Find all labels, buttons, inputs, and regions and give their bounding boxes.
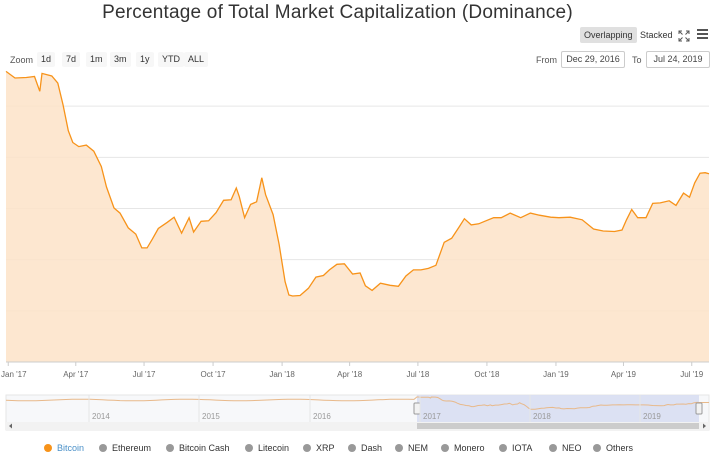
bitcoin-area-fill — [6, 71, 709, 363]
legend-dot-icon — [549, 443, 557, 452]
legend-item-neo[interactable]: NEO — [549, 441, 582, 455]
navigator-year-label: 2017 — [423, 412, 441, 421]
legend-item-nem[interactable]: NEM — [395, 441, 428, 455]
navigator-right-handle[interactable] — [695, 402, 703, 415]
x-tick-label: Jul '19 — [680, 370, 703, 379]
menu-icon-bar — [697, 37, 708, 39]
legend-item-monero[interactable]: Monero — [441, 441, 485, 455]
navigator-year-label: 2016 — [313, 412, 331, 421]
chart-area: Jan '17 Apr '17 Jul '17 Oct '17 Jan '18 Apr '… — [1, 70, 710, 431]
zoom-1d-button[interactable]: 1d — [37, 52, 56, 67]
legend-item-others[interactable]: Others — [593, 441, 633, 455]
zoom-label: Zoom — [10, 55, 34, 65]
x-tick-label: Jan '18 — [269, 370, 295, 379]
scroll-left-arrow-icon[interactable] — [9, 423, 12, 429]
legend-item-litecoin[interactable]: Litecoin — [245, 441, 289, 455]
x-axis-ticks: Jan '17 Apr '17 Jul '17 Oct '17 Jan '18 Apr '… — [1, 362, 704, 379]
to-label: To — [632, 55, 642, 65]
x-tick-label: Jan '17 — [1, 370, 27, 379]
x-tick-label: Jan '19 — [543, 370, 569, 379]
navigator-year-label: 2018 — [533, 412, 551, 421]
legend-label: Dash — [361, 443, 383, 453]
legend-item-iota[interactable]: IOTA — [499, 441, 532, 455]
x-tick-label: Oct '18 — [474, 370, 500, 379]
from-date-input[interactable]: Dec 29, 2016 — [561, 51, 625, 68]
legend-label: NEM — [408, 443, 428, 453]
legend-label: Others — [606, 443, 634, 453]
legend-label: Ethereum — [112, 443, 152, 453]
to-date-input[interactable]: Jul 24, 2019 — [646, 51, 710, 68]
legend-item-ethereum[interactable]: Ethereum — [99, 441, 151, 455]
stacked-button[interactable]: Stacked — [640, 30, 673, 40]
zoom-all-button[interactable]: ALL — [184, 52, 209, 67]
x-tick-label: Apr '19 — [611, 370, 637, 379]
legend-label: Bitcoin — [57, 443, 85, 453]
navigator-scrollbar-thumb[interactable] — [417, 423, 699, 429]
legend-dot-icon — [348, 443, 356, 452]
from-label: From — [536, 55, 557, 65]
legend: Bitcoin Ethereum Bitcoin Cash Litecoin XRP Da… — [0, 441, 717, 455]
navigator-year-labels: 2014 2015 2016 2017 2018 2019 — [88, 395, 661, 422]
legend-item-bitcoin-cash[interactable]: Bitcoin Cash — [166, 441, 230, 455]
legend-label: NEO — [562, 443, 582, 453]
x-tick-label: Jul '18 — [406, 370, 429, 379]
zoom-1y-button[interactable]: 1y — [136, 52, 154, 67]
scroll-right-arrow-icon[interactable] — [703, 423, 706, 429]
x-tick-label: Apr '17 — [63, 370, 89, 379]
legend-dot-icon — [166, 443, 174, 452]
legend-item-dash[interactable]: Dash — [348, 441, 382, 455]
zoom-3m-button[interactable]: 3m — [110, 52, 131, 67]
legend-label: Monero — [454, 443, 485, 453]
legend-label: Litecoin — [258, 443, 290, 453]
navigator-scrollbar-track[interactable] — [6, 422, 709, 430]
bitcoin-series-line — [5, 70, 710, 297]
fullscreen-icon[interactable] — [678, 29, 690, 42]
legend-dot-icon — [245, 443, 253, 452]
legend-dot-icon — [395, 443, 403, 452]
legend-dot-icon — [499, 443, 507, 452]
navigator-series-line — [5, 396, 709, 410]
zoom-ytd-button[interactable]: YTD — [158, 52, 184, 67]
fullscreen-arrows-icon — [678, 30, 690, 42]
zoom-1m-button[interactable]: 1m — [86, 52, 107, 67]
legend-label: IOTA — [512, 443, 533, 453]
legend-dot-icon — [44, 443, 52, 452]
chart-title: Percentage of Total Market Capitalizatio… — [102, 2, 573, 23]
navigator-left-handle[interactable] — [413, 402, 421, 415]
menu-icon-bar — [697, 33, 708, 35]
legend-dot-icon — [441, 443, 449, 452]
legend-item-bitcoin[interactable]: Bitcoin — [44, 441, 84, 455]
legend-dot-icon — [99, 443, 107, 452]
zoom-7d-button[interactable]: 7d — [62, 52, 81, 67]
legend-label: XRP — [316, 443, 335, 453]
legend-item-xrp[interactable]: XRP — [303, 441, 335, 455]
navigator-year-label: 2015 — [202, 412, 220, 421]
legend-label: Bitcoin Cash — [179, 443, 230, 453]
navigator-year-label: 2019 — [643, 412, 661, 421]
overlapping-button[interactable]: Overlapping — [580, 27, 637, 43]
x-tick-label: Oct '17 — [201, 370, 227, 379]
x-tick-label: Apr '18 — [337, 370, 363, 379]
menu-icon[interactable] — [697, 29, 709, 41]
x-tick-label: Jul '17 — [133, 370, 156, 379]
legend-dot-icon — [303, 443, 311, 452]
menu-icon-bar — [697, 29, 708, 31]
navigator: 2014 2015 2016 2017 2018 2019 — [5, 394, 710, 431]
navigator-year-label: 2014 — [92, 412, 110, 421]
legend-dot-icon — [593, 443, 601, 452]
